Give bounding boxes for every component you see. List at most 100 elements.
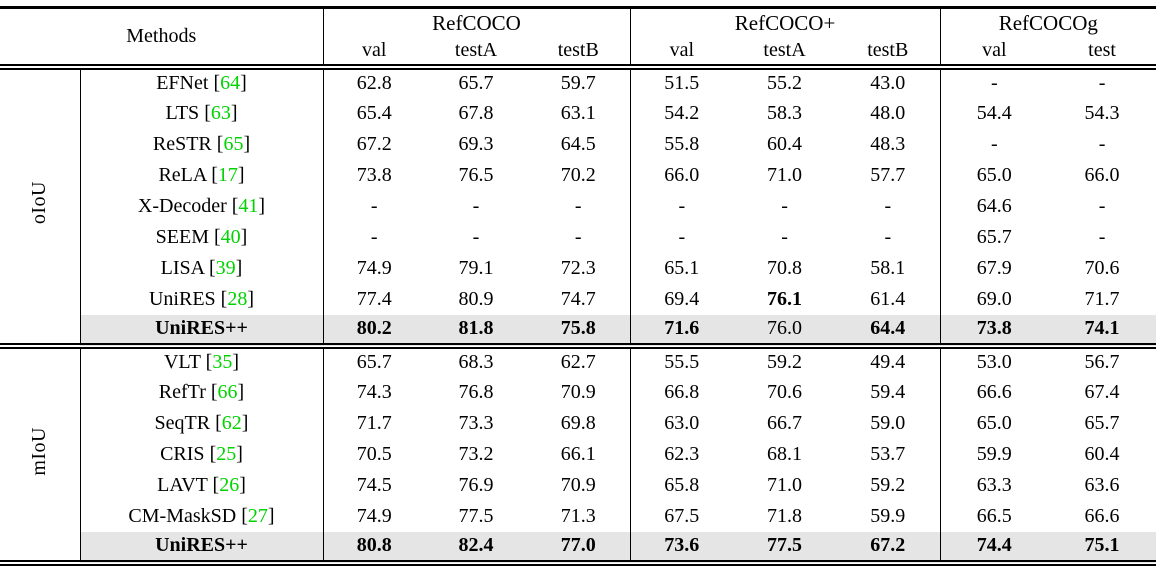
value-cell: 60.4 [767,132,803,155]
method-cell: ReSTR [65] [80,128,324,160]
citation-link[interactable]: 66 [217,380,238,403]
value-cell: 77.5 [458,504,494,527]
value-cell: 67.5 [664,504,700,527]
value-cell: 66.5 [976,504,1012,527]
value-cell: 69.8 [527,407,631,439]
results-table: Methods RefCOCO RefCOCO+ RefCOCOg val te… [0,6,1156,566]
value-cell: 68.1 [767,442,803,465]
value-cell: - [678,225,686,248]
value-cell: 75.8 [527,314,631,346]
value-cell: 70.6 [1084,256,1120,279]
value-cell: - [678,194,686,217]
metric-group-cell: mIoU [0,345,81,563]
value-cell: 59.4 [836,376,941,408]
value-cell: 67.4 [1084,380,1120,403]
method-name: ReSTR [152,132,212,155]
method-cell: SEEM [40] [80,221,324,253]
section-miou: mIoU VLT [35] 65.7 68.3 62.7 55.5 59.2 49.4 53.0… [0,345,1156,563]
value-cell: 69.0 [976,287,1012,310]
value-cell: 66.0 [1084,163,1120,186]
value-cell: 55.2 [767,72,803,94]
table-row: mIoU VLT [35] 65.7 68.3 62.7 55.5 59.2 49.4 53.0… [0,345,1156,563]
value-cell: 70.8 [767,256,803,279]
metric-group-cell: oIoU [0,66,81,346]
value-cell: 81.8 [425,314,527,346]
value-cell: 59.9 [836,500,941,532]
value-cell: 74.7 [527,283,631,315]
method-name: UniRES [148,287,216,310]
value-cell: 73.2 [458,442,494,465]
value-cell: 69.3 [458,132,494,155]
value-cell: 67.9 [976,256,1012,279]
method-name: X-Decoder [137,194,227,217]
method-name: UniRES++ [155,534,248,556]
value-cell: 55.5 [664,351,700,373]
value-cell: - [836,221,941,253]
value-cell: 62.3 [664,442,700,465]
group-header-refcoco: RefCOCO [323,7,631,38]
value-cell: - [1098,225,1106,248]
citation-link[interactable]: 35 [212,351,233,373]
subcol-header-refcocog-val: val [982,39,1007,61]
table-row: UniRES [28] 77.4 80.9 74.7 69.4 76.1 61.4 69.0 7… [0,283,1156,315]
citation-link[interactable]: 40 [220,225,241,248]
subcol-header-refcoco-plus-testa: testA [763,39,806,61]
table-row: UniRES++ 80.8 82.4 77.0 73.6 77.5 67.2 74.4 75.1 [0,531,1156,563]
value-cell: 73.3 [458,411,494,434]
value-cell: 75.1 [1048,531,1156,563]
value-cell: 80.2 [323,314,425,346]
value-cell: 59.9 [976,442,1012,465]
citation-link[interactable]: 41 [238,194,259,217]
value-cell: 69.4 [664,287,700,310]
value-cell: 65.8 [664,473,700,496]
citation-link[interactable]: 65 [223,132,244,155]
citation-link[interactable]: 26 [219,473,240,496]
citation-link[interactable]: 27 [247,504,268,527]
value-cell: 76.5 [458,163,494,186]
value-cell: 66.1 [527,438,631,470]
method-cell: UniRES++ [80,314,324,346]
method-name: LAVT [157,473,208,496]
value-cell: 63.3 [976,473,1012,496]
table-header: Methods RefCOCO RefCOCO+ RefCOCOg val te… [0,7,1156,67]
citation-link[interactable]: 25 [216,442,237,465]
value-cell: 74.9 [356,504,392,527]
value-cell: 64.4 [836,314,941,346]
citation-link[interactable]: 62 [221,411,242,434]
method-name: LISA [160,256,204,279]
table-row: LAVT [26] 74.5 76.9 70.9 65.8 71.0 59.2 63.3 63.… [0,469,1156,501]
value-cell: 48.3 [836,128,941,160]
value-cell: - [1098,194,1106,217]
value-cell: 67.8 [458,101,494,124]
group-header-refcoco-plus: RefCOCO+ [630,7,941,38]
value-cell: 49.4 [836,345,941,377]
value-cell: 71.3 [527,500,631,532]
method-cell: CM-MaskSD [27] [80,500,324,532]
subcol-header-refcoco-plus-testb: testB [836,37,941,67]
value-cell: 62.8 [356,72,392,94]
value-cell: 58.3 [767,101,803,124]
table-row: ReLA [17] 73.8 76.5 70.2 66.0 71.0 57.7 65.0 66.… [0,159,1156,191]
value-cell: 73.6 [630,531,734,563]
citation-link[interactable]: 64 [220,72,241,94]
citation-link[interactable]: 28 [227,287,248,310]
method-name: CRIS [160,442,205,465]
value-cell: 65.7 [458,72,494,94]
value-cell: 64.6 [976,194,1012,217]
citation-link[interactable]: 17 [217,163,238,186]
table-row: SEEM [40] - - - - - - 65.7 - [0,221,1156,253]
method-cell: SeqTR [62] [80,407,324,439]
method-name: VLT [163,351,201,373]
value-cell: 51.5 [664,72,700,94]
value-cell: - [990,72,998,94]
value-cell: 59.2 [767,351,803,373]
method-name: RefTr [158,380,206,403]
citation-link[interactable]: 63 [210,101,231,124]
value-cell: 67.2 [356,132,392,155]
value-cell: 65.4 [356,101,392,124]
value-cell: - [836,190,941,222]
value-cell: - [1098,132,1106,155]
value-cell: 67.2 [836,531,941,563]
citation-link[interactable]: 39 [215,256,236,279]
value-cell: 77.5 [733,531,837,563]
